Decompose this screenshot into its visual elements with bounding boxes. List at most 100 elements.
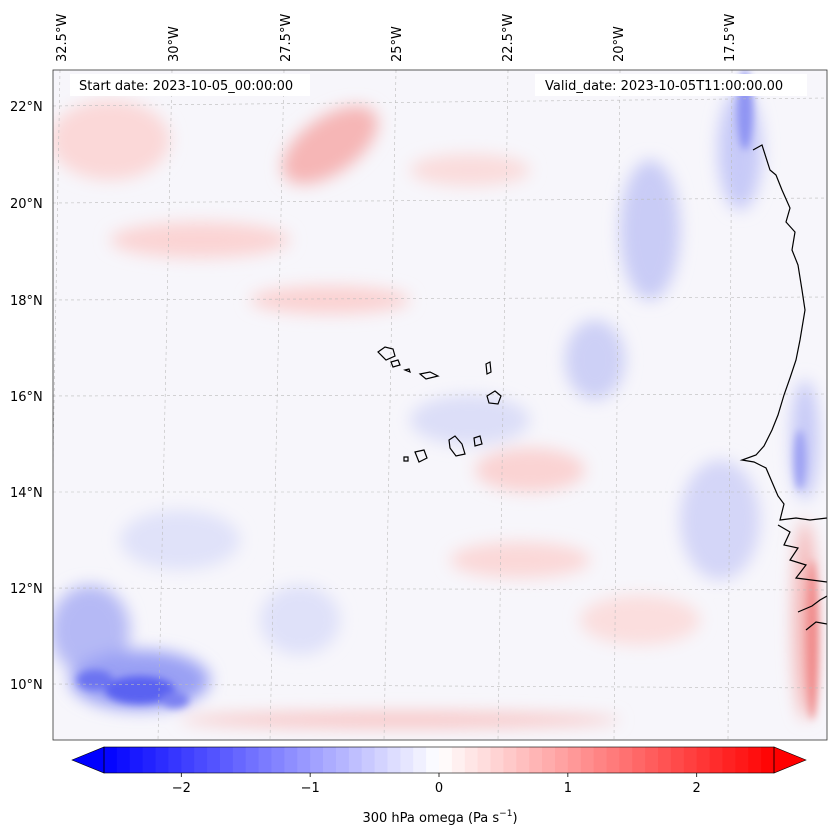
- colorbar-cell: [387, 747, 401, 773]
- lon-label: 17.5°W: [723, 14, 738, 62]
- colorbar-cell: [335, 747, 350, 773]
- colorbar-cell: [696, 747, 711, 773]
- colorbar-cell: [374, 747, 388, 773]
- colorbar-cell: [116, 747, 131, 773]
- africa-coastline: [777, 524, 827, 583]
- colorbar-tick-label: 2: [693, 781, 701, 796]
- cape-verde-island: [403, 368, 411, 374]
- colorbar-ticks: −2 −1 0 1 2: [172, 773, 701, 796]
- colorbar-cell: [554, 747, 569, 773]
- meridian-line: [727, 70, 733, 740]
- omega-field: [53, 70, 819, 728]
- omega-subsidence-blob: [110, 222, 290, 258]
- colorbar-cell: [310, 747, 324, 773]
- colorbar-cell: [567, 747, 582, 773]
- omega-subsidence-blob: [410, 154, 530, 186]
- colorbar-cell: [426, 747, 440, 773]
- coastlines: [377, 144, 827, 631]
- colorbar-cell: [181, 747, 195, 773]
- omega-ascent-blob: [120, 510, 240, 570]
- omega-strong-ascent: [161, 692, 189, 708]
- lat-label: 10°N: [10, 678, 43, 693]
- colorbar-tick-label: −2: [172, 781, 191, 796]
- meridian-line: [157, 70, 173, 740]
- cape-verde-island: [486, 390, 502, 405]
- lat-label: 14°N: [10, 486, 43, 501]
- colorbar-cell: [413, 747, 427, 773]
- colorbar-tick-label: 1: [564, 781, 572, 796]
- graticule: [53, 70, 827, 740]
- meridian-line: [497, 70, 509, 740]
- cape-verde-island: [485, 361, 492, 375]
- colorbar-cell: [632, 747, 646, 773]
- colorbar-cell: [207, 747, 221, 773]
- colorbar-extend-high: [773, 746, 807, 774]
- cape-verde-island: [418, 371, 440, 380]
- colorbar-tick-label: −1: [301, 781, 320, 796]
- colorbar-cell: [516, 747, 530, 773]
- omega-strong-ascent: [77, 670, 113, 690]
- colorbar-cell: [606, 747, 620, 773]
- colorbar-cell: [194, 747, 208, 773]
- colorbar-cell: [348, 747, 363, 773]
- colorbar-cell: [168, 747, 182, 773]
- colorbar-cell: [258, 747, 272, 773]
- cape-verde-island: [390, 359, 401, 368]
- map-frame: [52, 69, 828, 741]
- colorbar: −2 −1 0 1 2 300 hPa omega (Pa s−1): [71, 746, 807, 826]
- colorbar-cell: [580, 747, 595, 773]
- colorbar-cell: [361, 747, 376, 773]
- omega-subsidence-blob: [282, 105, 378, 185]
- omega-subsidence-blob: [250, 286, 410, 314]
- omega-ascent-blob: [620, 160, 680, 300]
- meridian-line: [383, 70, 397, 740]
- cape-verde-island: [377, 346, 396, 361]
- omega-subsidence-blob: [180, 712, 620, 728]
- start-date-text: Start date: 2023-10-05_00:00:00: [79, 79, 293, 94]
- africa-coastline: [739, 144, 827, 521]
- colorbar-label: 300 hPa omega (Pa s−1): [362, 809, 517, 826]
- colorbar-cell: [284, 747, 298, 773]
- lat-label: 12°N: [10, 582, 43, 597]
- colorbar-cell: [400, 747, 414, 773]
- colorbar-cell: [658, 747, 672, 773]
- meridian-line: [613, 70, 621, 740]
- africa-coastline: [797, 595, 827, 631]
- omega-ascent-blob: [53, 585, 130, 675]
- lat-label: 22°N: [10, 100, 43, 115]
- lon-label: 20°W: [612, 26, 627, 62]
- lon-label: 27.5°W: [279, 14, 294, 62]
- colorbar-cell: [542, 747, 556, 773]
- omega-descent-band: [806, 560, 818, 720]
- omega-ascent-blob: [680, 460, 760, 580]
- longitude-labels: 32.5°W 30°W 27.5°W 25°W 22.5°W 20°W 17.5…: [55, 14, 738, 62]
- colorbar-cell: [735, 747, 749, 773]
- cape-verde-island: [448, 435, 466, 457]
- colorbar-cell: [104, 747, 118, 773]
- omega-subsidence-blob: [580, 595, 700, 645]
- cape-verde-island: [414, 449, 428, 463]
- lat-label: 20°N: [10, 197, 43, 212]
- colorbar-cell: [477, 747, 492, 773]
- colorbar-tick-label: 0: [435, 781, 443, 796]
- lon-label: 30°W: [167, 26, 182, 62]
- colorbar-extend-low: [71, 746, 105, 774]
- colorbar-cell: [155, 747, 169, 773]
- colorbar-cell: [245, 747, 260, 773]
- colorbar-cell: [761, 747, 775, 773]
- colorbar-cell: [439, 747, 453, 773]
- colorbar-cell: [645, 747, 659, 773]
- colorbar-cell: [490, 747, 504, 773]
- colorbar-cell: [670, 747, 685, 773]
- colorbar-cell: [323, 747, 337, 773]
- omega-ascent-blob: [410, 395, 530, 445]
- omega-subsidence-blob: [475, 448, 585, 492]
- omega-subsidence-blob: [450, 542, 590, 578]
- colorbar-cell: [503, 747, 517, 773]
- valid-date-box: [535, 74, 807, 96]
- colorbar-cell: [129, 747, 144, 773]
- meridian-line: [269, 70, 285, 740]
- omega-ascent-blob: [260, 585, 340, 655]
- map-panel: Start date: 2023-10-05_00:00:00 Valid_da…: [52, 69, 828, 741]
